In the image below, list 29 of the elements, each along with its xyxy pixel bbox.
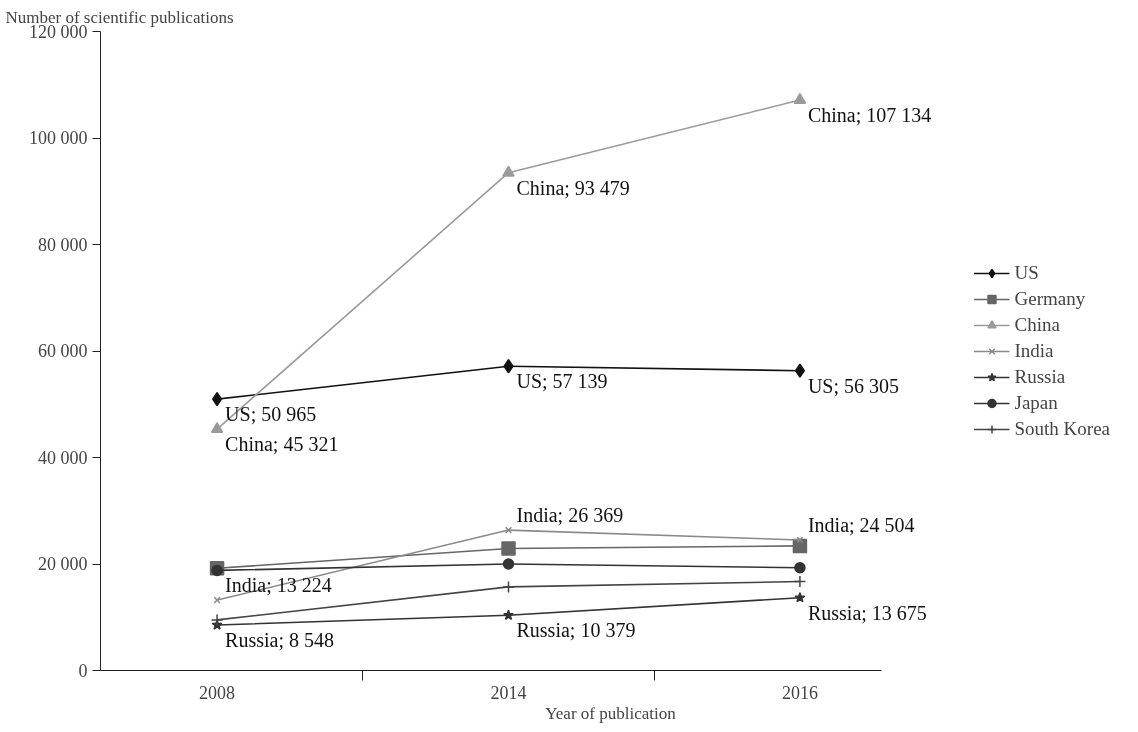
data-label: Russia; 8 548	[225, 628, 334, 651]
legend-label: US	[1014, 260, 1039, 285]
x-tick-label: 2016	[781, 682, 818, 703]
legend-label: Japan	[1014, 390, 1058, 415]
legend-label: China	[1014, 312, 1060, 337]
y-tick-label: 60 000	[38, 341, 88, 361]
data-label: China; 45 321	[225, 433, 339, 456]
legend-label: South Korea	[1014, 416, 1110, 441]
data-label: China; 93 479	[516, 176, 630, 199]
y-tick-label: 40 000	[38, 447, 88, 468]
x-tick-label: 2008	[199, 682, 236, 703]
legend-label: Russia	[1014, 364, 1066, 389]
data-label: Russia; 13 675	[807, 601, 927, 624]
data-label: US; 56 305	[807, 374, 900, 397]
y-tick-label: 0	[78, 660, 88, 681]
x-tick-label: 2014	[490, 682, 527, 703]
data-label: China; 107 134	[807, 104, 932, 127]
data-label: Russia; 10 379	[516, 619, 636, 642]
legend-label: India	[1014, 338, 1054, 363]
data-label: India; 26 369	[516, 504, 624, 527]
legend-label: Germany	[1014, 286, 1086, 311]
y-tick-label: 80 000	[38, 234, 88, 255]
data-label: India; 24 504	[807, 514, 915, 537]
data-label: US; 57 139	[516, 370, 608, 393]
y-tick-label: 20 000	[38, 554, 88, 574]
x-axis-title: Year of publication	[545, 703, 677, 723]
data-label: US; 50 965	[225, 403, 317, 426]
data-label: India; 13 224	[225, 574, 332, 597]
y-tick-label: 100 000	[29, 128, 88, 148]
